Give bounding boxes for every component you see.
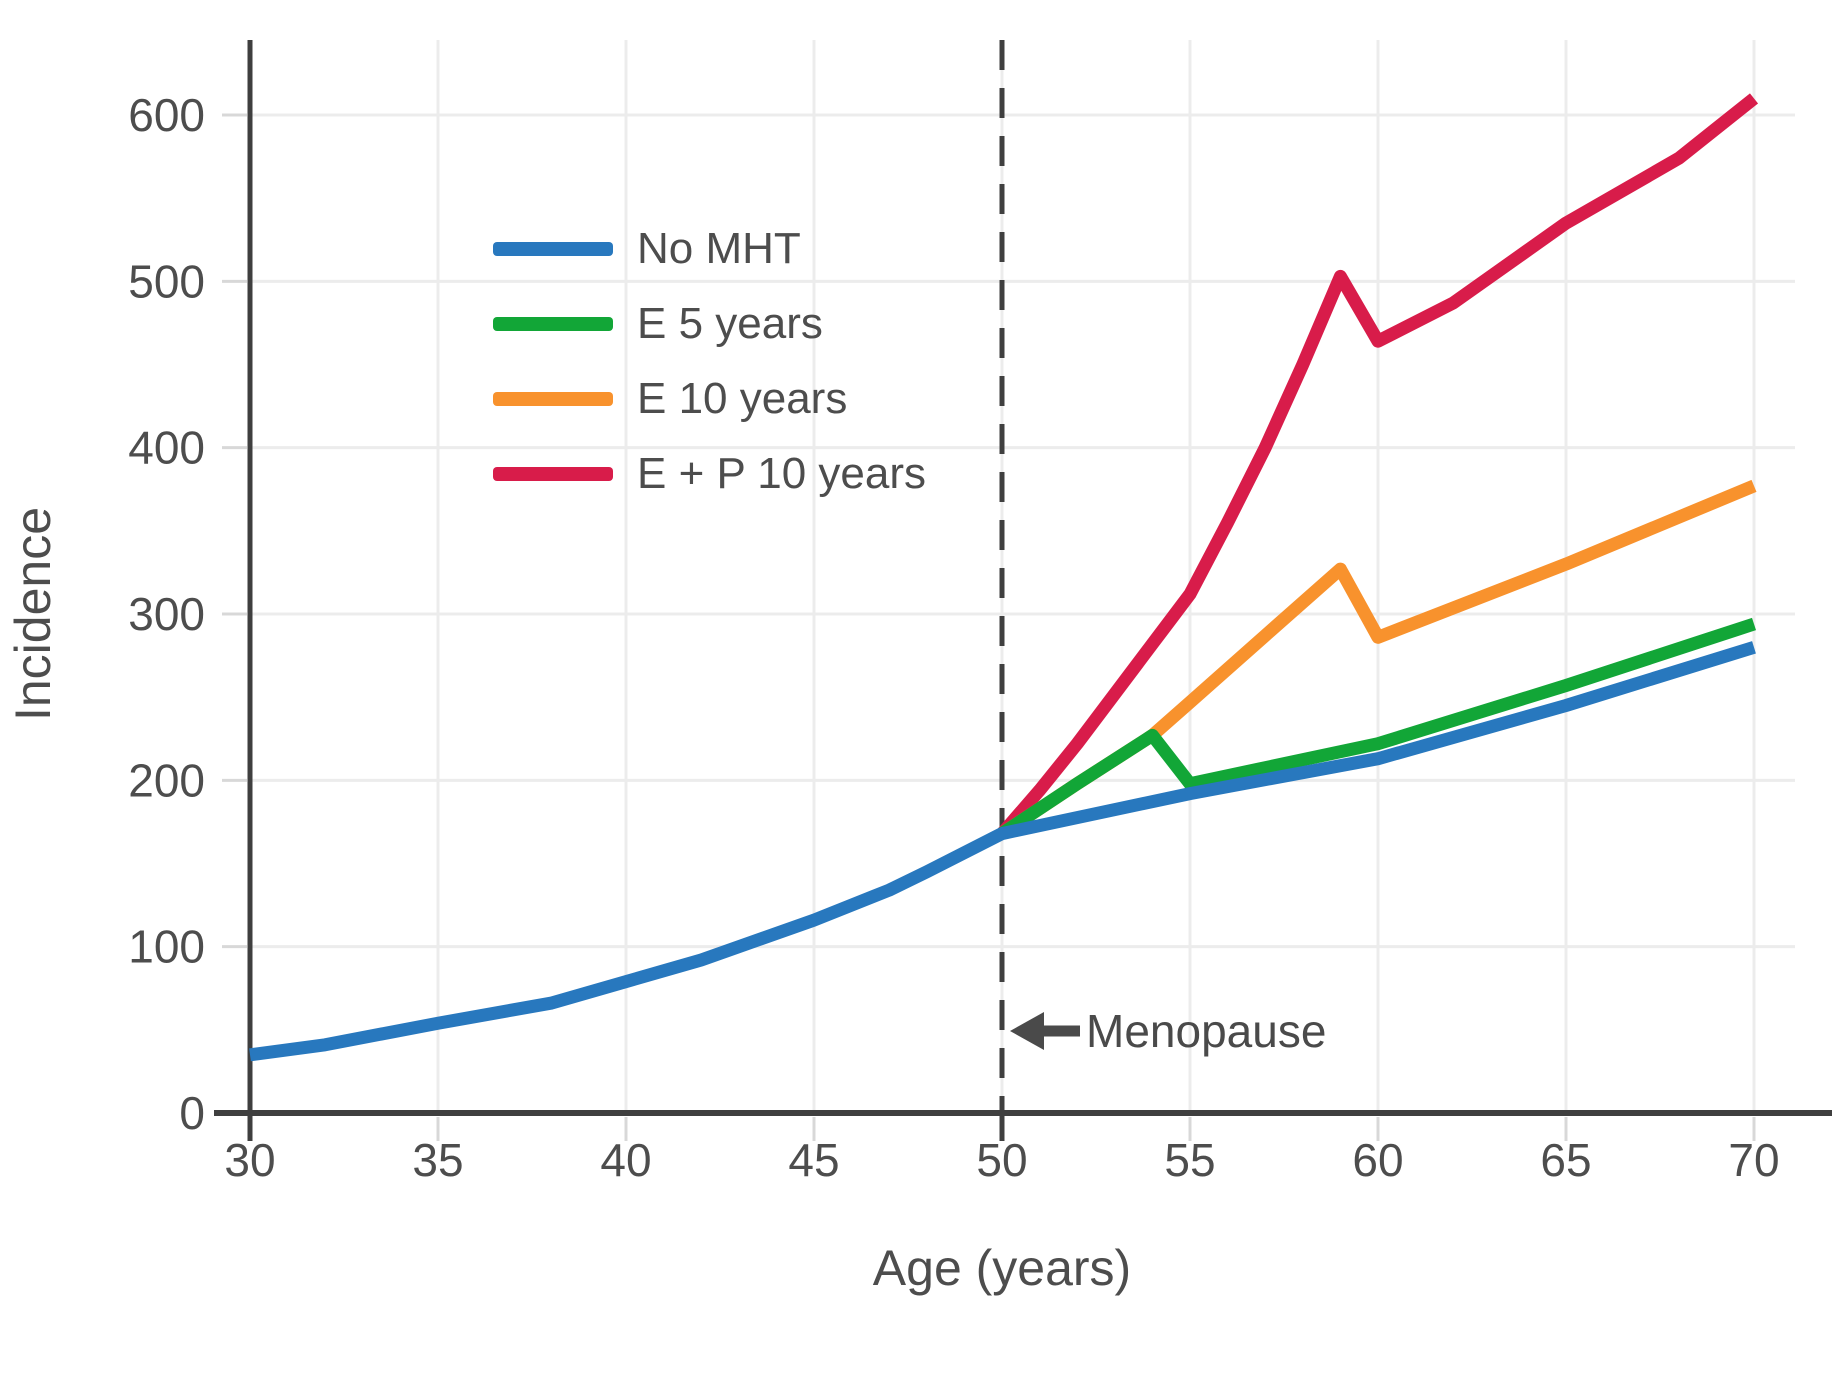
legend-swatch-e-5-years bbox=[493, 316, 613, 331]
x-axis-title: Age (years) bbox=[873, 1240, 1131, 1296]
legend-item-e-5-years: E 5 years bbox=[493, 286, 926, 361]
series-line-no-mht bbox=[249, 641, 1756, 1062]
legend-item-e-10-years: E 10 years bbox=[493, 361, 926, 436]
legend-item-e-p-10-years: E + P 10 years bbox=[493, 436, 926, 511]
legend-swatch-e-10-years bbox=[493, 391, 613, 406]
x-tick-label-40: 40 bbox=[600, 1134, 651, 1186]
gridlines bbox=[222, 40, 1795, 1141]
legend: No MHT E 5 years E 10 years E + P 10 years bbox=[493, 211, 926, 511]
y-tick-label-200: 200 bbox=[128, 754, 205, 806]
menopause-label: Menopause bbox=[1086, 1005, 1326, 1057]
data-series bbox=[249, 93, 1759, 1062]
menopause-annotation: Menopause bbox=[1010, 1005, 1326, 1057]
legend-swatch-e-p-10-years bbox=[493, 466, 613, 481]
legend-label-no-mht: No MHT bbox=[637, 223, 801, 273]
y-tick-label-0: 0 bbox=[179, 1087, 205, 1139]
y-axis-title: Incidence bbox=[5, 507, 61, 721]
y-tick-label-100: 100 bbox=[128, 921, 205, 973]
axes bbox=[214, 40, 1832, 1141]
x-tick-label-70: 70 bbox=[1728, 1134, 1779, 1186]
legend-item-no-mht: No MHT bbox=[493, 211, 926, 286]
tick-labels: 0 100 200 300 400 500 600 30 35 40 45 50 55 60 65 70 bbox=[128, 89, 1779, 1186]
y-tick-label-500: 500 bbox=[128, 255, 205, 307]
left-arrow-icon bbox=[1010, 1012, 1044, 1050]
x-tick-label-65: 65 bbox=[1540, 1134, 1591, 1186]
legend-label-e-p-10-years: E + P 10 years bbox=[637, 448, 927, 498]
x-tick-label-55: 55 bbox=[1164, 1134, 1215, 1186]
x-tick-label-60: 60 bbox=[1352, 1134, 1403, 1186]
x-tick-label-45: 45 bbox=[788, 1134, 839, 1186]
legend-swatch-no-mht bbox=[493, 241, 613, 256]
y-tick-label-400: 400 bbox=[128, 422, 205, 474]
arrow-shaft bbox=[1040, 1025, 1080, 1037]
series-line-e-5-years bbox=[998, 617, 1757, 840]
series-line-e-p-10-years bbox=[997, 93, 1759, 838]
x-tick-label-50: 50 bbox=[976, 1134, 1027, 1186]
x-tick-label-30: 30 bbox=[224, 1134, 275, 1186]
legend-label-e-5-years: E 5 years bbox=[637, 298, 823, 348]
x-tick-label-35: 35 bbox=[412, 1134, 463, 1186]
legend-label-e-10-years: E 10 years bbox=[637, 373, 848, 423]
y-tick-label-300: 300 bbox=[128, 588, 205, 640]
y-tick-label-600: 600 bbox=[128, 89, 205, 141]
